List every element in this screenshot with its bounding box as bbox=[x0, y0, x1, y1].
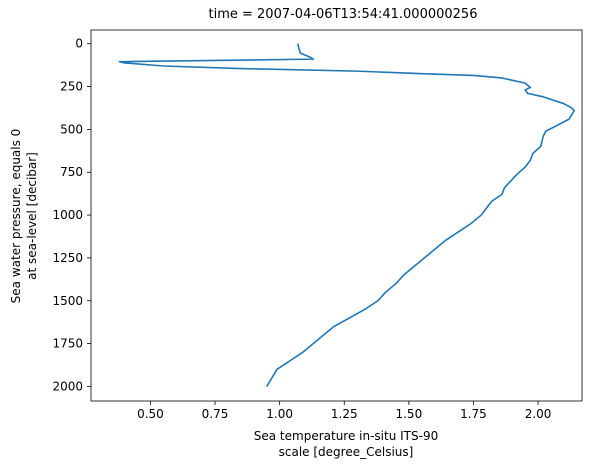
x-tick-label: 1.75 bbox=[460, 407, 487, 421]
y-tick-label: 1250 bbox=[52, 251, 83, 265]
series-line-0 bbox=[118, 43, 576, 387]
series-layer bbox=[118, 43, 576, 387]
x-axis: 0.50 0.75 1.00 1.25 1.50 1.75 2.00 bbox=[137, 401, 551, 421]
y-axis: 0 250 500 750 1000 1250 1500 1750 2000 bbox=[52, 37, 91, 393]
x-tick-label: 1.50 bbox=[395, 407, 422, 421]
x-tick-label: 2.00 bbox=[525, 407, 552, 421]
plot-area bbox=[90, 29, 583, 402]
x-tick-label: 0.50 bbox=[137, 407, 164, 421]
y-tick-label: 500 bbox=[60, 122, 83, 136]
y-tick-label: 2000 bbox=[52, 379, 83, 393]
x-tick-label: 1.25 bbox=[331, 407, 358, 421]
x-tick-label: 0.75 bbox=[202, 407, 229, 421]
x-axis-label-line-2: scale [degree_Celsius] bbox=[279, 445, 414, 459]
y-tick-label: 1750 bbox=[52, 337, 83, 351]
y-axis-label-line-2: at sea-level [decibar] bbox=[25, 152, 39, 280]
x-tick-label: 1.00 bbox=[266, 407, 293, 421]
y-tick-label: 0 bbox=[75, 37, 83, 51]
y-axis-label-line-1: Sea water pressure, equals 0 bbox=[9, 129, 23, 304]
y-tick-label: 1500 bbox=[52, 294, 83, 308]
y-tick-label: 750 bbox=[60, 165, 83, 179]
x-axis-label-line-1: Sea temperature in-situ ITS-90 bbox=[254, 429, 438, 443]
y-tick-label: 1000 bbox=[52, 208, 83, 222]
plot-frame bbox=[90, 29, 583, 402]
chart-title: time = 2007-04-06T13:54:41.000000256 bbox=[209, 7, 478, 22]
y-tick-label: 250 bbox=[60, 80, 83, 94]
